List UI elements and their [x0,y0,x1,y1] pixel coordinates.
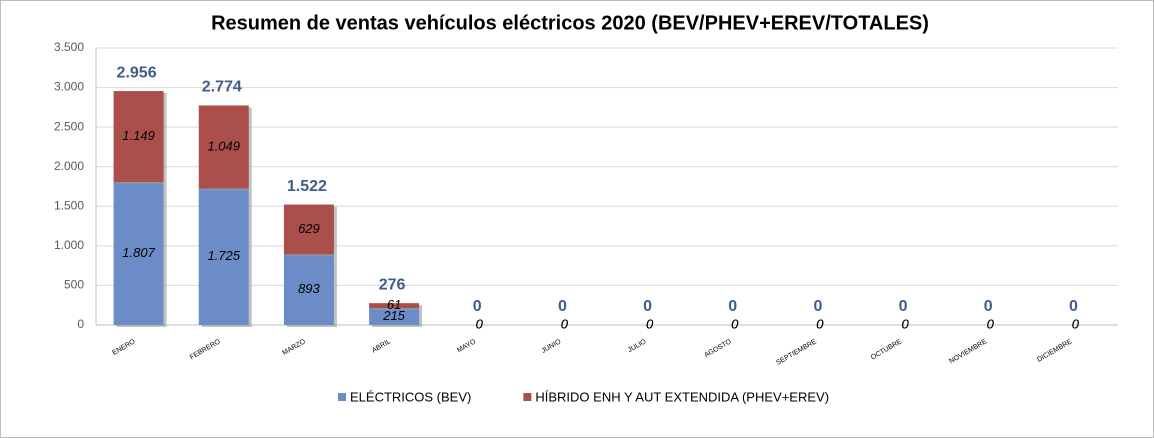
data-label: 1.725 [207,248,240,263]
data-label: 1.149 [122,128,155,143]
data-label: 0 [901,316,909,331]
total-label: 0 [899,298,908,315]
y-tick-label: 3.500 [54,40,84,54]
data-label: 1.807 [122,245,155,260]
data-label: 0 [1072,316,1080,331]
y-tick-label: 2.500 [54,119,84,133]
data-label: 0 [476,316,484,331]
y-tick-label: 0 [77,317,84,331]
bar-segment [283,254,334,325]
data-label: 0 [476,316,484,331]
data-label: 1.049 [207,138,240,153]
data-label: 0 [816,316,824,331]
bar-segment [113,91,164,182]
total-label: 0 [984,298,993,315]
data-label: 215 [382,308,405,323]
chart-title: Resumen de ventas vehículos eléctricos 2… [211,12,929,34]
legend-label: HÍBRIDO ENH Y AUT EXTENDIDA (PHEV+EREV) [535,389,829,404]
bar-segment [369,303,420,308]
data-label: 0 [987,316,995,331]
data-label: 0 [731,316,739,331]
total-label: 0 [473,298,482,315]
total-label: 0 [813,298,822,315]
legend-swatch [338,393,346,401]
data-label: 0 [901,316,909,331]
data-label: 629 [298,221,320,236]
data-label: 0 [646,316,654,331]
y-tick-label: 1.000 [54,238,84,252]
bar-segment [198,188,249,325]
data-label: 0 [1072,316,1080,331]
data-label: 0 [561,316,569,331]
y-tick-label: 1.500 [54,198,84,212]
bar-segment [198,105,249,189]
total-label: 0 [558,298,567,315]
y-tick-label: 500 [64,278,84,292]
total-label: 0 [1069,298,1078,315]
total-label: 0 [728,298,737,315]
data-label: 0 [646,316,654,331]
total-label: 2.956 [117,64,157,81]
data-label: 0 [731,316,739,331]
data-label: 0 [561,316,569,331]
data-label: 61 [387,297,401,312]
data-label: 893 [298,281,320,296]
data-label: 0 [816,316,824,331]
total-label: 2.774 [202,79,242,96]
total-label: 0 [643,298,652,315]
legend-swatch [523,393,532,401]
y-tick-label: 3.000 [54,80,84,94]
legend-label: ELÉCTRICOS (BEV) [350,389,471,404]
data-label: 0 [987,316,995,331]
bar-segment [113,181,164,325]
bar-segment [283,204,334,255]
y-tick-label: 2.000 [54,159,84,173]
total-label: 1.522 [287,178,327,195]
bar-segment [369,307,420,325]
total-label: 276 [379,276,406,293]
